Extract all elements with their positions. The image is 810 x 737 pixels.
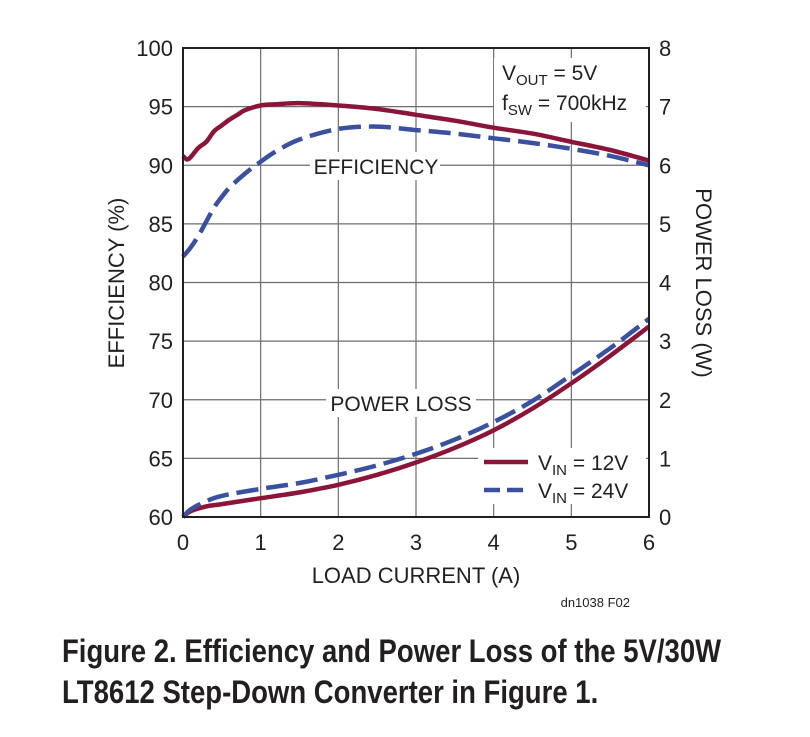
legend-12v-subscript: IN: [552, 462, 567, 479]
x-axis-label: LOAD CURRENT (A): [312, 563, 521, 588]
power-loss-12v-line: [181, 324, 651, 519]
figure-caption: Figure 2. Efficiency and Power Loss of t…: [62, 631, 722, 713]
caption-line-2: LT8612 Step-Down Converter in Figure 1.: [62, 674, 599, 710]
y-tick-labels-right: 0 1 2 3 4 5 6 7 8: [659, 36, 671, 530]
y-tick-label-left: 70: [149, 388, 173, 413]
legend-bg: [478, 448, 646, 504]
plot-frame: [182, 47, 650, 518]
y-tick-label-left: 90: [149, 153, 173, 178]
x-tick-labels: 0 1 2 3 4 5 6: [177, 530, 655, 555]
vout-subscript: OUT: [516, 72, 548, 89]
y-tick-label-left: 75: [149, 329, 173, 354]
legend: VIN = 12V VIN = 24V: [484, 452, 628, 507]
x-tick-label: 1: [255, 530, 267, 555]
legend-12v-symbol: V: [538, 452, 552, 475]
figure-id: dn1038 F02: [561, 595, 630, 610]
vout-value: = 5V: [548, 62, 598, 85]
fsw-value: = 700kHz: [532, 92, 627, 115]
efficiency-power-loss-chart: 0 1 2 3 4 5 6 60 65 70 75 80 85 90 95 100 0 1 2 3 4 5 6 7 8 LO…: [104, 36, 716, 610]
legend-entry-12v: VIN = 12V: [538, 452, 628, 479]
y-tick-label-left: 95: [149, 95, 173, 120]
vout-annotation: VOUT = 5V: [502, 62, 597, 89]
legend-24v-symbol: V: [538, 480, 552, 503]
fsw-subscript: SW: [508, 102, 533, 119]
annotation-bg: [494, 58, 646, 122]
fsw-symbol: f: [502, 92, 508, 115]
y-tick-label-left: 85: [149, 212, 173, 237]
x-tick-label: 6: [643, 530, 655, 555]
legend-24v-value: = 24V: [567, 480, 628, 503]
y-tick-label-left: 100: [136, 36, 173, 61]
legend-24v-subscript: IN: [552, 490, 567, 507]
efficiency-label-bg: [310, 152, 440, 180]
efficiency-24v-line: [181, 124, 650, 259]
y-tick-label-right: 0: [659, 505, 671, 530]
y-tick-label-right: 7: [659, 95, 671, 120]
efficiency-12v-line: [181, 100, 650, 163]
y-tick-label-right: 4: [659, 271, 671, 296]
y-tick-label-right: 6: [659, 153, 671, 178]
y-axis-label-left: EFFICIENCY (%): [104, 198, 129, 369]
y-tick-label-left: 60: [149, 505, 173, 530]
x-tick-label: 4: [488, 530, 500, 555]
power-loss-label-bg: [326, 389, 476, 417]
power-loss-curve-label: POWER LOSS: [330, 393, 471, 416]
y-tick-label-left: 65: [149, 446, 173, 471]
legend-12v-value: = 12V: [567, 452, 628, 475]
x-tick-label: 3: [410, 530, 422, 555]
legend-entry-24v: VIN = 24V: [538, 480, 628, 507]
fsw-annotation: fSW = 700kHz: [502, 92, 627, 119]
x-tick-label: 2: [332, 530, 344, 555]
y-tick-label-right: 5: [659, 212, 671, 237]
x-tick-label: 0: [177, 530, 189, 555]
series: [181, 100, 651, 519]
caption-line-1: Figure 2. Efficiency and Power Loss of t…: [62, 633, 722, 669]
power-loss-24v-line: [181, 317, 651, 519]
efficiency-curve-label: EFFICIENCY: [314, 156, 439, 179]
x-tick-label: 5: [565, 530, 577, 555]
y-tick-labels-left: 60 65 70 75 80 85 90 95 100: [136, 36, 173, 530]
y-tick-label-right: 8: [659, 36, 671, 61]
y-axis-label-right: POWER LOSS (W): [691, 188, 716, 377]
y-tick-label-right: 3: [659, 329, 671, 354]
vout-symbol: V: [502, 62, 516, 85]
y-tick-label-right: 1: [659, 446, 671, 471]
y-tick-label-right: 2: [659, 388, 671, 413]
y-tick-label-left: 80: [149, 271, 173, 296]
